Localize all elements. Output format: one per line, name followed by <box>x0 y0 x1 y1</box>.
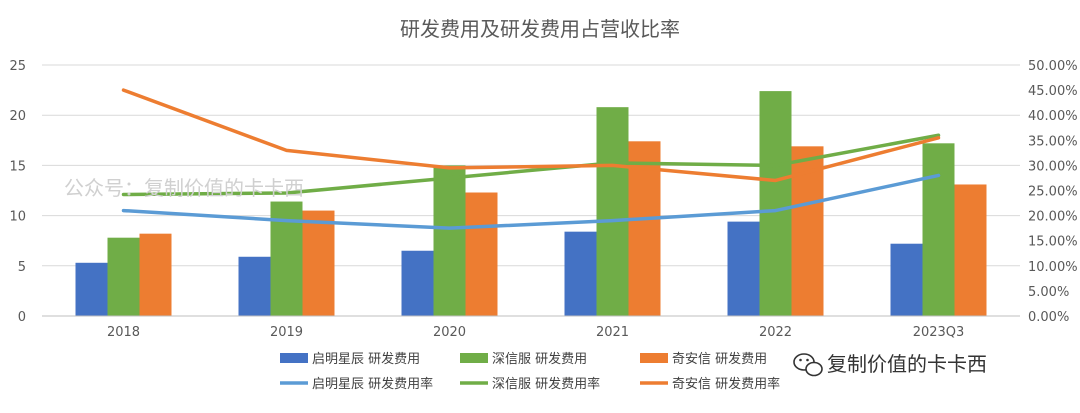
series-line <box>121 133 941 197</box>
bar <box>596 107 629 316</box>
bar <box>433 165 466 316</box>
legend-label: 深信服 研发费用 <box>492 351 587 367</box>
legend-label: 启明星辰 研发费用率 <box>312 376 433 392</box>
y2-tick-label: 35.00% <box>1028 134 1078 149</box>
bar <box>139 233 172 316</box>
y2-tick-label: 50.00% <box>1028 59 1078 74</box>
legend-swatch <box>640 353 668 363</box>
y2-tick-label: 10.00% <box>1028 260 1078 275</box>
bar <box>238 256 271 316</box>
y2-tick-label: 5.00% <box>1028 285 1069 300</box>
y-tick-label: 10 <box>9 210 26 225</box>
axis-layer: 0 5 10 15 20 25 0.00% 5.00% 10.00% 15.00% 20.00% 25… <box>9 59 1077 340</box>
bar <box>564 231 597 316</box>
x-tick-label: 2021 <box>596 325 629 340</box>
legend-swatch <box>460 353 488 363</box>
y-tick-label: 0 <box>18 310 26 325</box>
y-tick-label: 5 <box>18 260 26 275</box>
y-tick-label: 20 <box>9 109 26 124</box>
x-tick-label: 2019 <box>270 325 303 340</box>
x-tick-label: 2020 <box>433 325 466 340</box>
y2-tick-label: 40.00% <box>1028 109 1078 124</box>
bar-layer <box>75 91 987 316</box>
bar <box>890 243 923 316</box>
y2-tick-label: 15.00% <box>1028 235 1078 250</box>
y-tick-label: 25 <box>9 59 26 74</box>
y2-tick-label: 20.00% <box>1028 210 1078 225</box>
bar <box>727 221 760 316</box>
legend-label: 奇安信 研发费用 <box>672 351 767 367</box>
chart-title: 研发费用及研发费用占营收比率 <box>400 17 680 41</box>
x-tick-label: 2022 <box>759 325 792 340</box>
legend-swatch <box>280 353 308 363</box>
y-tick-label: 15 <box>9 159 26 174</box>
y2-tick-label: 30.00% <box>1028 159 1078 174</box>
x-tick-label: 2023Q3 <box>913 325 965 340</box>
bar <box>954 184 987 316</box>
y2-tick-label: 45.00% <box>1028 84 1078 99</box>
watermark-brand-text: 复制价值的卡卡西 <box>827 352 987 376</box>
bar <box>759 91 792 316</box>
y2-tick-label: 25.00% <box>1028 185 1078 200</box>
watermark-overlay-text: 公众号：复制价值的卡卡西 <box>64 176 304 200</box>
legend-label: 奇安信 研发费用率 <box>672 376 780 392</box>
bar <box>75 262 108 316</box>
wechat-icon <box>793 353 823 377</box>
series-line <box>121 88 941 183</box>
bar <box>465 192 498 316</box>
bar <box>302 210 335 316</box>
legend-label: 启明星辰 研发费用 <box>312 351 420 367</box>
series-line <box>121 173 941 230</box>
x-tick-label: 2018 <box>107 325 140 340</box>
bar <box>922 143 955 316</box>
line-layer <box>121 88 941 230</box>
bar <box>401 250 434 316</box>
y2-tick-label: 0.00% <box>1028 310 1069 325</box>
bar <box>107 237 140 316</box>
legend-label: 深信服 研发费用率 <box>492 376 600 392</box>
